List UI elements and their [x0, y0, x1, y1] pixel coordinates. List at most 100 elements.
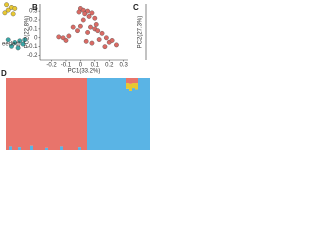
bar-segment [129, 90, 132, 150]
bar-segment [126, 78, 129, 84]
bar-segment [132, 83, 135, 89]
y-tick-label: -0.2 [27, 53, 38, 59]
bar-segment [51, 78, 54, 150]
bar-segment [84, 78, 87, 150]
point [89, 10, 95, 16]
point [85, 30, 91, 35]
bar-segment [96, 78, 99, 150]
bar-segment [111, 78, 114, 150]
bar-segment [78, 78, 81, 148]
bar-segment [21, 78, 24, 150]
bar-segment [141, 78, 144, 150]
point [5, 37, 11, 43]
point [89, 40, 95, 46]
bar-segment [42, 78, 45, 150]
bar-segment [48, 78, 51, 150]
bar-segment [135, 78, 138, 84]
bar-segment [24, 78, 27, 150]
bar-segment [99, 78, 102, 150]
point [9, 43, 14, 49]
point [2, 10, 8, 16]
bar-segment [135, 89, 138, 150]
bar-segment [117, 78, 120, 150]
figure: eeded) -0.2 -0.1 0 0.1 0.2 0.3 -0.2 -0.1 0 0.1 0.2 0… [1, 2, 150, 150]
bar-segment [54, 78, 57, 150]
point [92, 15, 98, 21]
bar-segment [114, 78, 117, 150]
bar-segment [18, 78, 21, 148]
bar-segment [27, 78, 30, 150]
bar-segment [123, 78, 126, 150]
point [10, 11, 16, 17]
bar-segment [135, 83, 138, 90]
x-tick-label: -0.1 [61, 63, 72, 69]
bar-segment [45, 78, 48, 148]
bar-segment [126, 88, 129, 150]
bar-segment [15, 78, 18, 150]
point [109, 38, 115, 43]
annotation: eeded) [2, 42, 21, 48]
point [80, 17, 86, 23]
y-tick-label: 0 [34, 35, 38, 41]
point [70, 24, 76, 30]
bar-segment [78, 147, 81, 150]
bar-segment [63, 78, 66, 150]
bar-segment [108, 78, 111, 150]
point [114, 42, 119, 48]
point [88, 24, 93, 30]
point [83, 38, 89, 44]
point [76, 9, 82, 15]
point [102, 44, 108, 50]
panel-label: B [32, 3, 38, 12]
point [56, 34, 62, 40]
y-tick-label: 0.3 [29, 9, 38, 15]
bar-segment [90, 78, 93, 150]
bar-segment [39, 78, 42, 150]
y-tick-label: 0.2 [29, 18, 38, 24]
point [103, 35, 109, 41]
point [5, 7, 11, 13]
panel-label: C [133, 3, 139, 12]
bar-segment [138, 78, 141, 150]
bar-segment [57, 78, 60, 150]
bar-segment [45, 147, 48, 150]
panel-label: D [1, 69, 7, 78]
bar-segment [144, 78, 147, 150]
bar-segment [12, 78, 15, 150]
point [17, 38, 23, 44]
bar-segment [36, 78, 39, 150]
y-axis-label: PC2(22.8%) [25, 16, 31, 49]
point [75, 28, 80, 34]
point [15, 45, 21, 51]
x-tick-label: -0.2 [46, 63, 57, 69]
bar-segment [132, 78, 135, 84]
point [20, 41, 26, 47]
bar-segment [129, 83, 132, 91]
bar-segment [120, 78, 123, 150]
bar-segment [18, 147, 21, 150]
point [12, 6, 18, 11]
bar-segment [126, 83, 129, 89]
x-tick-label: 0.1 [91, 63, 100, 69]
bar-segment [132, 88, 135, 150]
point [4, 2, 9, 8]
point [82, 11, 88, 17]
bar-segment [33, 78, 36, 150]
bar-segment [87, 78, 90, 150]
y-axis-label: PC2(27.3%) [138, 16, 144, 49]
point [99, 30, 105, 36]
bar-segment [60, 78, 63, 147]
bar-segment [105, 78, 108, 150]
point [93, 22, 99, 27]
point [66, 33, 72, 39]
bar-segment [75, 78, 78, 150]
x-tick-label: 0.3 [120, 63, 129, 69]
bar-segment [69, 78, 72, 150]
bar-segment [102, 78, 105, 150]
bar-segment [9, 78, 12, 147]
point [95, 28, 101, 34]
bar-segment [60, 146, 63, 150]
bar-segment [9, 146, 12, 150]
bar-segment [66, 78, 69, 150]
point [22, 37, 28, 43]
